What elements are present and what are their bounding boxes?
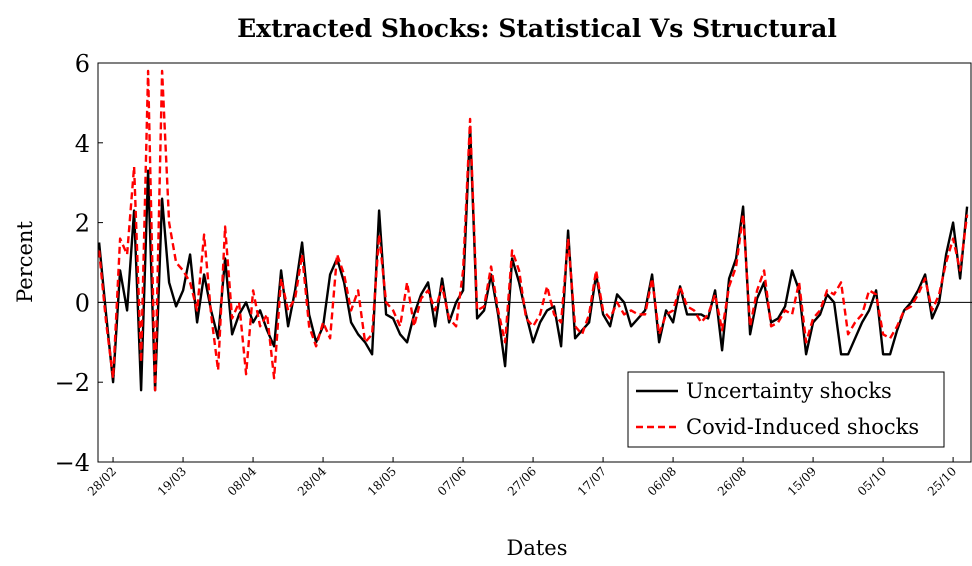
x-tick-label: 07/06	[435, 464, 469, 498]
x-tick-label: 06/08	[645, 464, 679, 498]
legend-label: Covid-Induced shocks	[686, 415, 919, 439]
x-tick-label: 25/10	[925, 464, 959, 498]
series-line	[97, 69, 969, 392]
x-tick-label: 17/07	[575, 464, 609, 498]
y-tick-label: −2	[55, 369, 90, 397]
x-tick-label: 19/03	[155, 464, 189, 498]
y-tick-label: 0	[75, 289, 90, 317]
y-tick-label: 2	[75, 210, 90, 238]
x-tick-label: 15/09	[785, 464, 819, 498]
y-tick-label: −4	[55, 449, 90, 477]
legend-label: Uncertainty shocks	[686, 379, 892, 403]
chart-title: Extracted Shocks: Statistical Vs Structu…	[237, 14, 837, 43]
series-line	[97, 125, 969, 392]
y-tick-label: 4	[75, 130, 90, 158]
y-tick-label: 6	[75, 50, 90, 78]
x-tick-label: 18/05	[365, 464, 399, 498]
plot-frame	[97, 62, 972, 463]
x-tick-label: 27/06	[505, 464, 539, 498]
x-tick-label: 05/10	[855, 464, 889, 498]
x-tick-label: 26/08	[715, 464, 749, 498]
legend-box	[627, 371, 945, 448]
y-axis-label: Percent	[13, 221, 37, 303]
x-tick-label: 08/04	[225, 464, 260, 499]
x-tick-label: 28/04	[295, 464, 330, 499]
x-axis-label: Dates	[506, 536, 567, 560]
